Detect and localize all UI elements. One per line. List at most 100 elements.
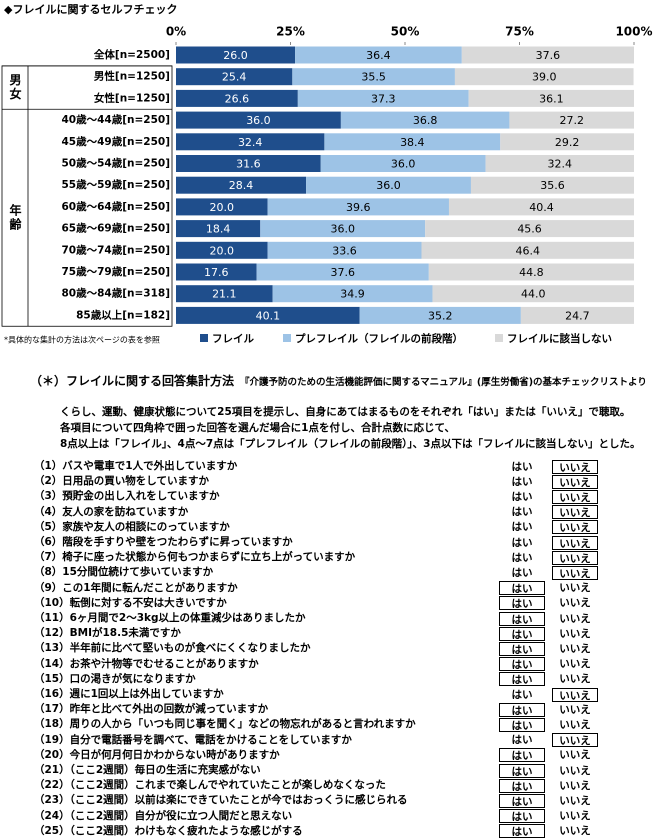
value-label: 28.4 xyxy=(229,179,254,192)
answer-option: はい xyxy=(511,521,533,534)
checklist-item: （21）（ここ2週間）毎日の生活に充実感がない xyxy=(34,764,261,776)
value-label: 35.5 xyxy=(361,71,386,84)
bar-segment xyxy=(176,68,293,86)
checklist-item: （18）周りの人から「いつも同じ事を聞く」などの物忘れがあると言われますか xyxy=(34,718,416,731)
answer-option: はい xyxy=(499,809,545,824)
checklist-item: （23）（ここ2週間）以前は楽にできていたことが今ではおっくうに感じられる xyxy=(34,794,408,807)
answer-option: いいえ xyxy=(552,565,598,580)
value-label: 29.2 xyxy=(555,136,580,149)
bar-segment xyxy=(267,198,449,216)
answer-option: はい xyxy=(499,581,545,596)
answer-option: いいえ xyxy=(552,687,598,702)
value-label: 21.1 xyxy=(212,288,237,301)
checklist-item: （5）家族や友人の相談にのっていますか xyxy=(34,520,230,533)
value-label: 36.8 xyxy=(413,114,438,127)
checklist-item: （22）（ここ2週間）これまで楽しんでやれていたことが楽しめなくなった xyxy=(34,779,386,792)
bar-segment xyxy=(448,198,634,216)
value-label: 18.4 xyxy=(206,223,231,236)
answer-option: はい xyxy=(511,506,533,519)
checklist-item: （10）転倒に対する不安は大きいですか xyxy=(34,596,227,609)
legend-label: フレイルに該当しない xyxy=(507,332,612,345)
bar-segment xyxy=(324,133,501,151)
bar-segment xyxy=(176,133,325,151)
category-label: 男性[n=1250] xyxy=(94,70,170,83)
answer-option: いいえ xyxy=(559,779,591,792)
answer-option: いいえ xyxy=(559,642,591,655)
value-label: 44.0 xyxy=(521,288,546,301)
answer-option: いいえ xyxy=(559,810,591,823)
answer-option: いいえ xyxy=(559,749,591,762)
answer-option: はい xyxy=(511,566,533,579)
value-label: 24.7 xyxy=(565,309,590,322)
legend-swatch xyxy=(283,334,291,342)
bar-segment xyxy=(432,285,634,303)
checklist-item: （25）（ここ2週間）わけもなく疲れたような感じがする xyxy=(34,824,303,837)
x-tick-label: 100% xyxy=(615,25,652,39)
checklist-item: （11）6ヶ月間で2～3kg以上の体重減少はありましたか xyxy=(34,612,306,624)
method-title: （＊）フレイルに関する回答集計方法 xyxy=(30,374,235,388)
value-label: 37.3 xyxy=(371,92,396,105)
answer-option: いいえ xyxy=(559,718,591,731)
category-label: 40歳～44歳[n=250] xyxy=(61,113,170,126)
answer-option: はい xyxy=(499,626,545,641)
bar-segment xyxy=(468,89,634,107)
answer-option: いいえ xyxy=(552,459,598,474)
value-label: 38.4 xyxy=(400,136,425,149)
value-label: 20.0 xyxy=(210,201,235,214)
answer-option: はい xyxy=(499,793,545,808)
value-label: 32.4 xyxy=(548,158,573,171)
paragraph-line: 各項目について四角枠で囲った回答を選んだ場合に1点を付し、合計点数に応じて、 xyxy=(60,422,455,434)
method-source: 『介護予防のための生活機能評価に関するマニュアル』(厚生労働省)の基本チェックリ… xyxy=(240,377,647,388)
answer-option: いいえ xyxy=(552,550,598,565)
value-label: 39.6 xyxy=(346,201,371,214)
x-tick-label: 0% xyxy=(166,25,186,39)
bar-segment xyxy=(359,306,521,324)
value-label: 37.6 xyxy=(536,49,561,62)
answer-option: いいえ xyxy=(559,673,591,686)
legend-swatch xyxy=(495,334,503,342)
value-label: 26.6 xyxy=(225,92,250,105)
value-label: 25.4 xyxy=(222,71,247,84)
answer-option: いいえ xyxy=(552,474,598,489)
bar-segment xyxy=(461,46,634,64)
value-label: 45.6 xyxy=(517,223,542,236)
answer-option: いいえ xyxy=(559,658,591,671)
bar-segment xyxy=(295,46,462,64)
category-label: 85歳以上[n=182] xyxy=(76,308,170,321)
checklist-item: （8）15分間位続けて歩いていますか xyxy=(34,566,214,579)
bar-segment xyxy=(176,241,268,259)
value-label: 27.2 xyxy=(559,114,584,127)
legend-label: プレフレイル（フレイルの前段階） xyxy=(295,332,463,345)
value-label: 31.6 xyxy=(236,158,261,171)
legend-label: フレイル xyxy=(212,333,254,345)
answer-option: はい xyxy=(499,824,545,839)
category-label: 80歳～84歳[n=318] xyxy=(61,287,170,300)
value-label: 36.1 xyxy=(539,92,564,105)
checklist-item: （19）自分で電話番号を調べて、電話をかけることをしていますか xyxy=(34,733,352,746)
answer-option: いいえ xyxy=(559,597,591,610)
legend-swatch xyxy=(200,334,208,342)
answer-option: はい xyxy=(511,460,533,473)
bar-segment xyxy=(256,263,429,281)
bar-segment xyxy=(320,155,486,172)
answer-option: はい xyxy=(499,596,545,611)
answer-option: はい xyxy=(511,734,533,747)
bar-segment xyxy=(421,241,634,259)
method-heading: （＊）フレイルに関する回答集計方法 『介護予防のための生活機能評価に関するマニュア… xyxy=(30,372,647,389)
checklist-item: （17）昨年と比べて外出の回数が減っていますか xyxy=(34,703,269,716)
bar-segment xyxy=(509,111,634,129)
answer-option: いいえ xyxy=(559,764,591,777)
bar-segment xyxy=(176,89,298,107)
answer-option: いいえ xyxy=(559,582,591,595)
answer-option: いいえ xyxy=(552,733,598,748)
checklist-item: （4）友人の家を訪ねていますか xyxy=(34,505,189,518)
bar-segment xyxy=(176,263,257,281)
answer-option: はい xyxy=(499,672,545,687)
category-label: 50歳～54歳[n=250] xyxy=(61,157,170,170)
bar-segment xyxy=(267,241,422,259)
chart-title: ◆フレイルに関するセルフチェック xyxy=(4,3,177,16)
bar-segment xyxy=(454,68,634,86)
category-label: 45歳～49歳[n=250] xyxy=(61,135,170,148)
category-label: 65歳～69歳[n=250] xyxy=(61,222,170,235)
value-label: 39.0 xyxy=(532,71,557,84)
